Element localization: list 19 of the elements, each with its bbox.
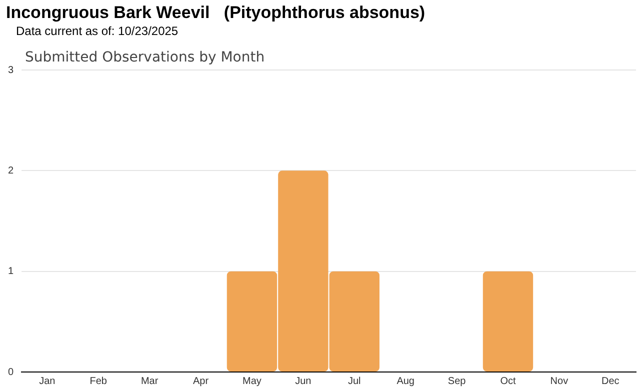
x-tick-label: Dec xyxy=(602,376,620,387)
x-tick-label: Mar xyxy=(140,376,159,387)
x-tick-label: Oct xyxy=(500,376,516,387)
x-tick-label: Apr xyxy=(192,376,210,387)
y-tick-label: 0 xyxy=(8,366,14,378)
chart-title: Incongruous Bark Weevil (Pityophthorus absonus) xyxy=(6,3,426,23)
y-tick-label: 1 xyxy=(8,266,14,278)
x-tick-label: Jul xyxy=(348,376,361,387)
x-tick-label: Sep xyxy=(448,376,466,387)
chart-subtitle: Data current as of: 10/23/2025 xyxy=(16,24,178,38)
y-tick-label: 2 xyxy=(8,165,14,176)
text: Submitted Observations by Month xyxy=(25,50,265,66)
x-tick-label: Nov xyxy=(550,376,568,387)
x-tick-label: Jan xyxy=(39,376,56,387)
x-tick-label: Feb xyxy=(90,376,108,387)
x-tick-label: Aug xyxy=(396,376,414,387)
y-tick-label: 3 xyxy=(8,64,14,76)
x-tick-label: May xyxy=(242,376,262,387)
x-tick-label: Jun xyxy=(295,376,312,387)
